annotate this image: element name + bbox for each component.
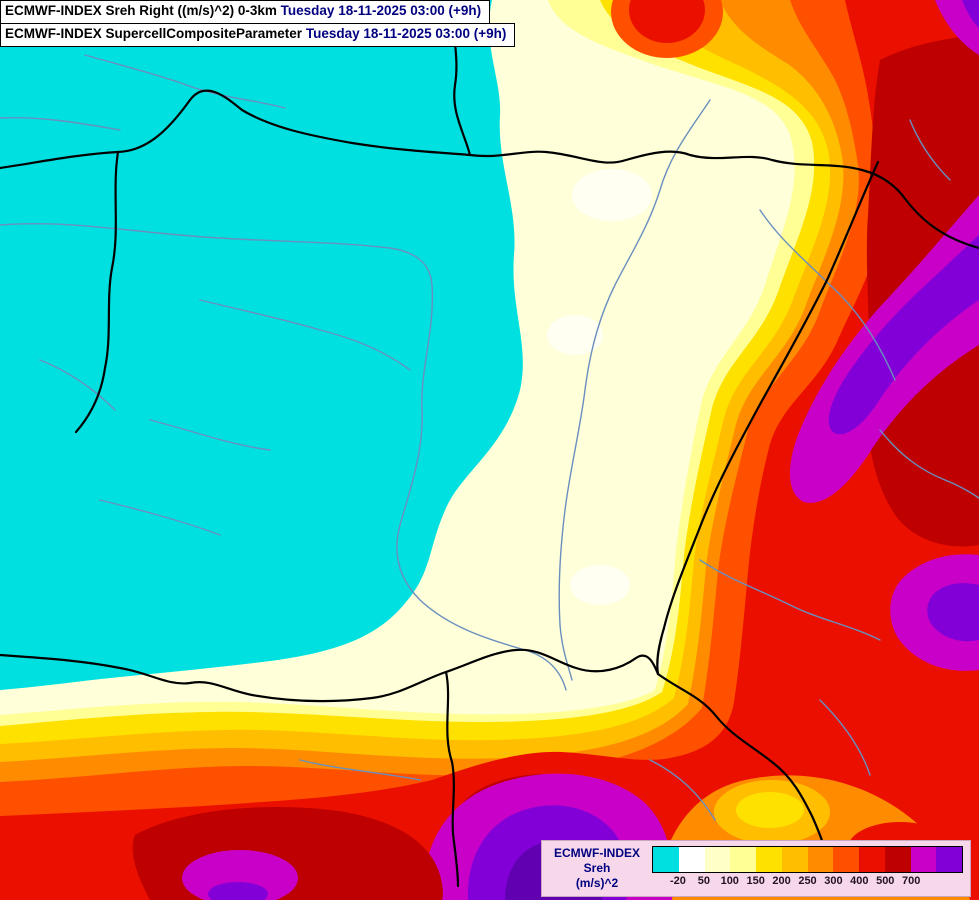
- legend-swatch: [704, 847, 731, 872]
- legend-tick-label: 100: [720, 875, 739, 887]
- legend-swatch: [910, 847, 937, 872]
- blob-purple-bottom-left: [208, 882, 268, 900]
- legend-scale: -20 50 100 150 200 250 300 400 500 700: [652, 846, 963, 891]
- legend-tick-label: 400: [850, 875, 869, 887]
- legend-swatch: [653, 847, 679, 872]
- map-title-primary: ECMWF-INDEX Sreh Right ((m/s)^2) 0-3km T…: [0, 0, 491, 24]
- blob-red-top: [629, 0, 705, 43]
- legend-tick-label: 500: [876, 875, 895, 887]
- legend-tick-label: 700: [901, 875, 921, 887]
- blob-magenta-top-right-corner: [935, 0, 979, 55]
- border-west-short: [74, 150, 120, 434]
- legend-swatch: [807, 847, 834, 872]
- river-tisza: [558, 99, 711, 681]
- river-center-1: [199, 299, 411, 371]
- legend-tick-label: -20: [669, 875, 686, 887]
- river-east-4: [819, 699, 871, 776]
- blob-magenta-bottom-left: [182, 850, 298, 900]
- river-center-2: [149, 419, 271, 451]
- legend-swatch: [833, 847, 859, 872]
- legend-color-bar: [652, 846, 963, 873]
- river-center-3: [99, 499, 221, 536]
- legend-swatch: [884, 847, 911, 872]
- legend-tick-label: 200: [772, 875, 791, 887]
- spot-white-middle: [547, 315, 603, 355]
- river-east-3: [699, 559, 881, 641]
- border-north: [0, 89, 979, 250]
- river-south-2: [649, 759, 716, 821]
- legend-title-line1: ECMWF-INDEX: [554, 846, 640, 860]
- legend-title-line3: (m/s)^2: [575, 876, 619, 890]
- border-southeast-diagonal: [656, 160, 880, 676]
- region-cyan-cold: [0, 0, 523, 690]
- blob-purple-diagonal: [828, 235, 979, 435]
- legend-swatch: [678, 847, 705, 872]
- legend: ECMWF-INDEX Sreh (m/s)^2 -20 50 100 150 200 2…: [541, 840, 971, 897]
- legend-tick-label: 300: [824, 875, 843, 887]
- legend-swatch: [781, 847, 808, 872]
- river-northwest-1: [84, 54, 286, 109]
- blob-purple-top-right-corner: [962, 0, 979, 28]
- legend-tick-label: 50: [697, 875, 710, 887]
- legend-swatch: [730, 847, 756, 872]
- map-title-secondary: ECMWF-INDEX SupercellCompositeParameter …: [0, 23, 516, 47]
- spot-white-lower: [570, 565, 630, 605]
- map-title-primary-datetime: Tuesday 18-11-2025 03:00 (+9h): [280, 3, 482, 18]
- map-title-secondary-text: ECMWF-INDEX SupercellCompositeParameter: [5, 26, 303, 41]
- border-south-east-continuation: [656, 672, 838, 890]
- river-south-1: [299, 759, 421, 781]
- river-east-5: [909, 119, 951, 181]
- river-east-1: [759, 209, 896, 381]
- map-title-secondary-datetime: Tuesday 18-11-2025 03:00 (+9h): [305, 26, 507, 41]
- rivers: [0, 54, 979, 821]
- patch-yellow-bottom-right: [736, 792, 804, 828]
- river-east-2: [879, 429, 979, 499]
- legend-title: ECMWF-INDEX Sreh (m/s)^2: [549, 846, 645, 891]
- legend-tick-labels: -20 50 100 150 200 250 300 400 500 700: [652, 874, 963, 889]
- legend-swatch: [756, 847, 782, 872]
- blob-purple-right-lower: [927, 583, 979, 642]
- river-northwest-2: [0, 116, 121, 131]
- border-south-vertical: [444, 670, 460, 888]
- legend-tick-label: 250: [798, 875, 817, 887]
- map-title-primary-text: ECMWF-INDEX Sreh Right ((m/s)^2) 0-3km: [5, 3, 277, 18]
- legend-swatch: [936, 847, 962, 872]
- river-center-4: [39, 359, 116, 411]
- spot-white-upper: [572, 169, 652, 221]
- legend-tick-label: 150: [746, 875, 765, 887]
- river-danube: [0, 222, 567, 691]
- legend-swatch: [859, 847, 885, 872]
- legend-title-line2: Sreh: [583, 861, 611, 875]
- border-south: [0, 648, 660, 703]
